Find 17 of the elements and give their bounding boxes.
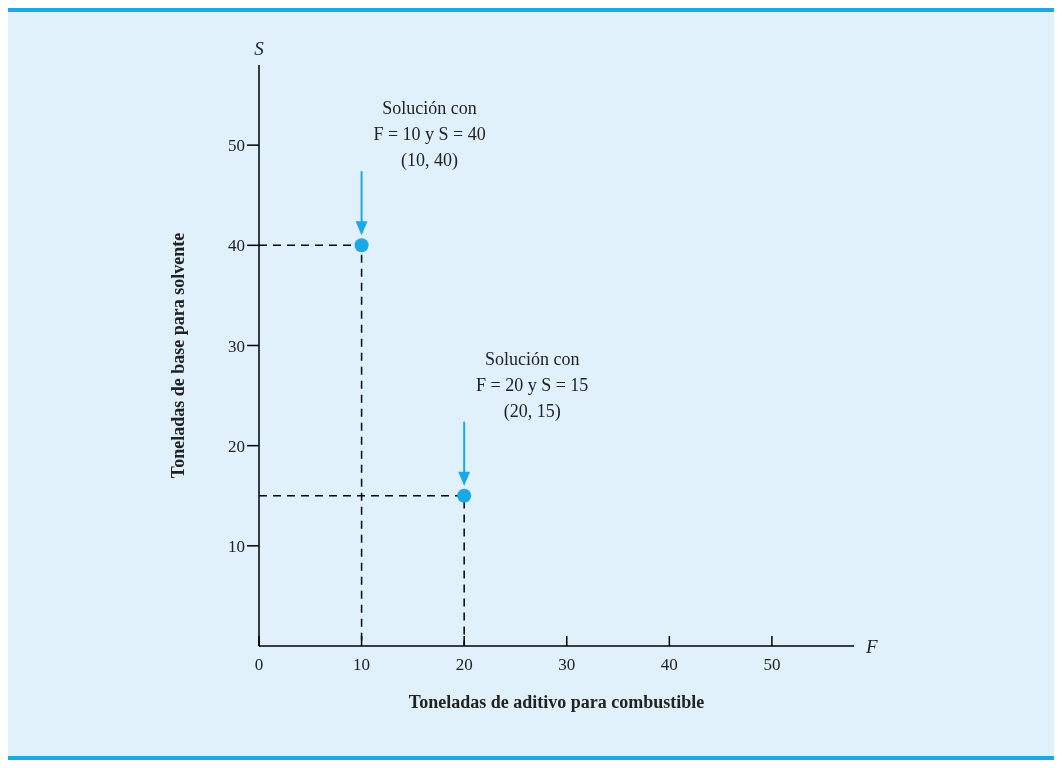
y-tick-label: 50	[228, 136, 245, 156]
x-tick-label: 0	[254, 655, 264, 675]
y-axis-title: Toneladas de base para solvente	[168, 232, 189, 479]
y-tick-label: 40	[228, 236, 245, 256]
x-tick-label: 20	[455, 655, 473, 675]
annotation: Solución con F = 20 y S = 15 (20, 15)	[476, 348, 589, 422]
x-tick-label: 10	[353, 655, 371, 675]
x-tick-label: 30	[558, 655, 576, 675]
x-tick-label: 40	[660, 655, 678, 675]
x-tick-label: 50	[763, 655, 781, 675]
x-axis-title: Toneladas de aditivo para combustible	[408, 692, 705, 712]
text: S	[254, 38, 265, 59]
text: F	[865, 636, 878, 657]
y-tick-label: 20	[228, 436, 245, 456]
y-tick-label: 30	[228, 336, 245, 356]
annotation: Solución con F = 10 y S = 40 (10, 40)	[373, 98, 486, 172]
y-tick-label: 10	[228, 536, 245, 556]
